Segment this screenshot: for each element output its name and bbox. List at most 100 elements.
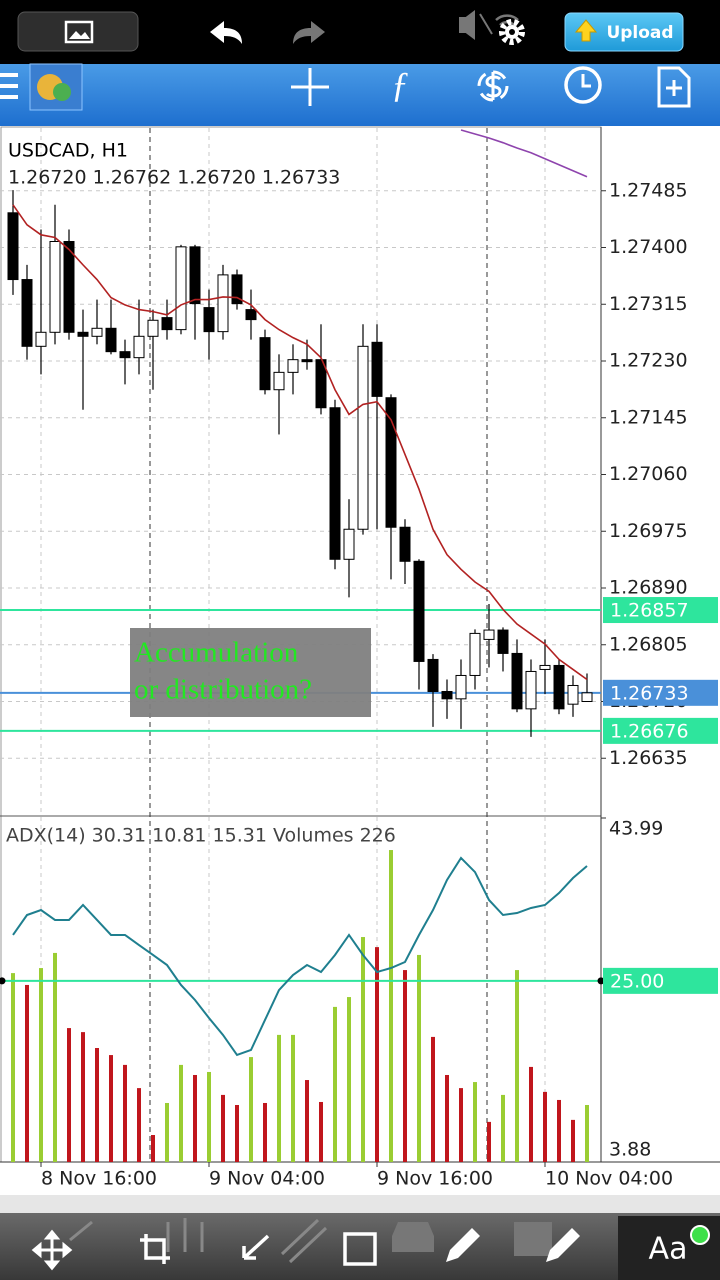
period-icon[interactable]: [564, 66, 602, 104]
candle-body: [35, 331, 47, 347]
edit-tool[interactable]: [546, 1228, 580, 1262]
redo-icon[interactable]: [293, 21, 325, 44]
channel-tool[interactable]: [280, 1218, 328, 1264]
y-tick-label: 1.26805: [609, 633, 688, 655]
chart-title: USDCAD, H1: [8, 140, 128, 162]
candle-body: [567, 684, 579, 705]
volume-bar: [193, 1074, 197, 1162]
candle-body: [315, 359, 327, 409]
volume-bar: [557, 1099, 561, 1162]
gear-teeth: [499, 19, 525, 45]
y-tick-label: 1.26975: [609, 520, 688, 542]
candle-body: [49, 240, 61, 333]
volume-bar: [277, 1034, 281, 1162]
undo-icon[interactable]: [210, 21, 242, 44]
trade-icon[interactable]: [477, 70, 509, 102]
settings-icon[interactable]: [499, 19, 525, 45]
candle-body: [189, 246, 201, 305]
upload-label: Upload: [606, 23, 673, 43]
volume-bar: [543, 1091, 547, 1162]
arrow-tool[interactable]: [242, 1234, 270, 1260]
move-tool[interactable]: [31, 1229, 73, 1271]
volume-bar: [459, 1088, 463, 1162]
candle-body: [259, 337, 271, 391]
volume-bar: [179, 1064, 183, 1162]
candle-body: [21, 279, 33, 347]
level-label-box: [603, 597, 718, 624]
candle-body: [91, 327, 103, 337]
adx-line: [12, 856, 588, 1057]
x-tick-label: 10 Nov 04:00: [545, 1168, 673, 1190]
candle-body: [63, 240, 75, 333]
pencil-tool[interactable]: [446, 1228, 480, 1262]
volume-bar: [389, 850, 393, 1162]
candle-body: [147, 319, 159, 337]
level-label: 1.26733: [610, 682, 689, 704]
volume-bar: [333, 1006, 337, 1162]
toolbar-spacer: [0, 1195, 720, 1213]
volume-bar: [81, 1032, 85, 1162]
font-button[interactable]: Aa: [649, 1232, 688, 1267]
rectangle-tool[interactable]: [343, 1232, 377, 1266]
candle-body: [357, 345, 369, 530]
screenshot-button[interactable]: [17, 11, 139, 52]
y-tick-label: 1.26635: [609, 747, 688, 769]
x-tick-label: 9 Nov 04:00: [209, 1168, 325, 1190]
volume-bar: [403, 970, 407, 1162]
volume-bar: [109, 1055, 113, 1162]
volume-bar: [473, 1082, 477, 1162]
candle-body: [399, 526, 411, 562]
candle-body: [343, 528, 355, 560]
volume-bar: [263, 1102, 267, 1162]
doc-plus: [666, 80, 682, 96]
indicator-panel: [0, 817, 601, 1162]
candle-body: [231, 274, 243, 305]
account-icon[interactable]: [29, 63, 83, 111]
candle-body: [329, 407, 341, 560]
annotation-text: Accumulation: [134, 637, 299, 669]
candle-body: [441, 690, 453, 700]
volume-bar: [221, 1094, 225, 1162]
volume-bar: [67, 1028, 71, 1162]
volume-bar: [165, 1102, 169, 1162]
candle-body: [105, 327, 117, 353]
volume-bar: [137, 1088, 141, 1162]
volume-bar: [501, 1094, 505, 1162]
y-tick-label: 1.26890: [609, 577, 688, 599]
annotation-text: or distribution?: [134, 674, 312, 706]
indicators-icon[interactable]: ƒ: [391, 64, 409, 104]
candle-body: [525, 670, 537, 710]
y-tick-label: 43.99: [609, 818, 663, 840]
candle-body: [119, 351, 131, 359]
level-label: 25.00: [610, 970, 664, 992]
candle-body: [455, 674, 467, 700]
volume-bar: [487, 1121, 491, 1162]
trade-ring: [477, 70, 509, 102]
crosshair-icon[interactable]: [291, 68, 329, 106]
doc-outline: [657, 66, 691, 108]
button-frame: [17, 11, 139, 52]
candle-body: [217, 274, 229, 333]
crop-tool[interactable]: [140, 1234, 170, 1264]
volume-bar: [319, 1101, 323, 1162]
upload-button[interactable]: Upload: [564, 12, 684, 52]
y-tick-label: 1.27230: [609, 350, 688, 372]
volume-bar: [571, 1119, 575, 1162]
volume-bar: [39, 968, 43, 1162]
news-tool[interactable]: [514, 1222, 552, 1256]
y-tick-label: 1.27315: [609, 293, 688, 315]
candle-body: [301, 359, 313, 363]
new-order-icon[interactable]: [657, 66, 691, 108]
mute-icon: [459, 10, 493, 40]
menu-icon[interactable]: [0, 73, 18, 99]
upload-arrow: [574, 19, 598, 42]
picture-icon-mountain: [69, 31, 90, 39]
candle-body: [581, 692, 593, 703]
inbox-tool[interactable]: [392, 1222, 434, 1252]
candle-body: [483, 629, 495, 640]
chart-type-tool[interactable]: [166, 1218, 204, 1252]
volume-bar: [291, 1034, 295, 1162]
candle-body: [287, 359, 299, 373]
